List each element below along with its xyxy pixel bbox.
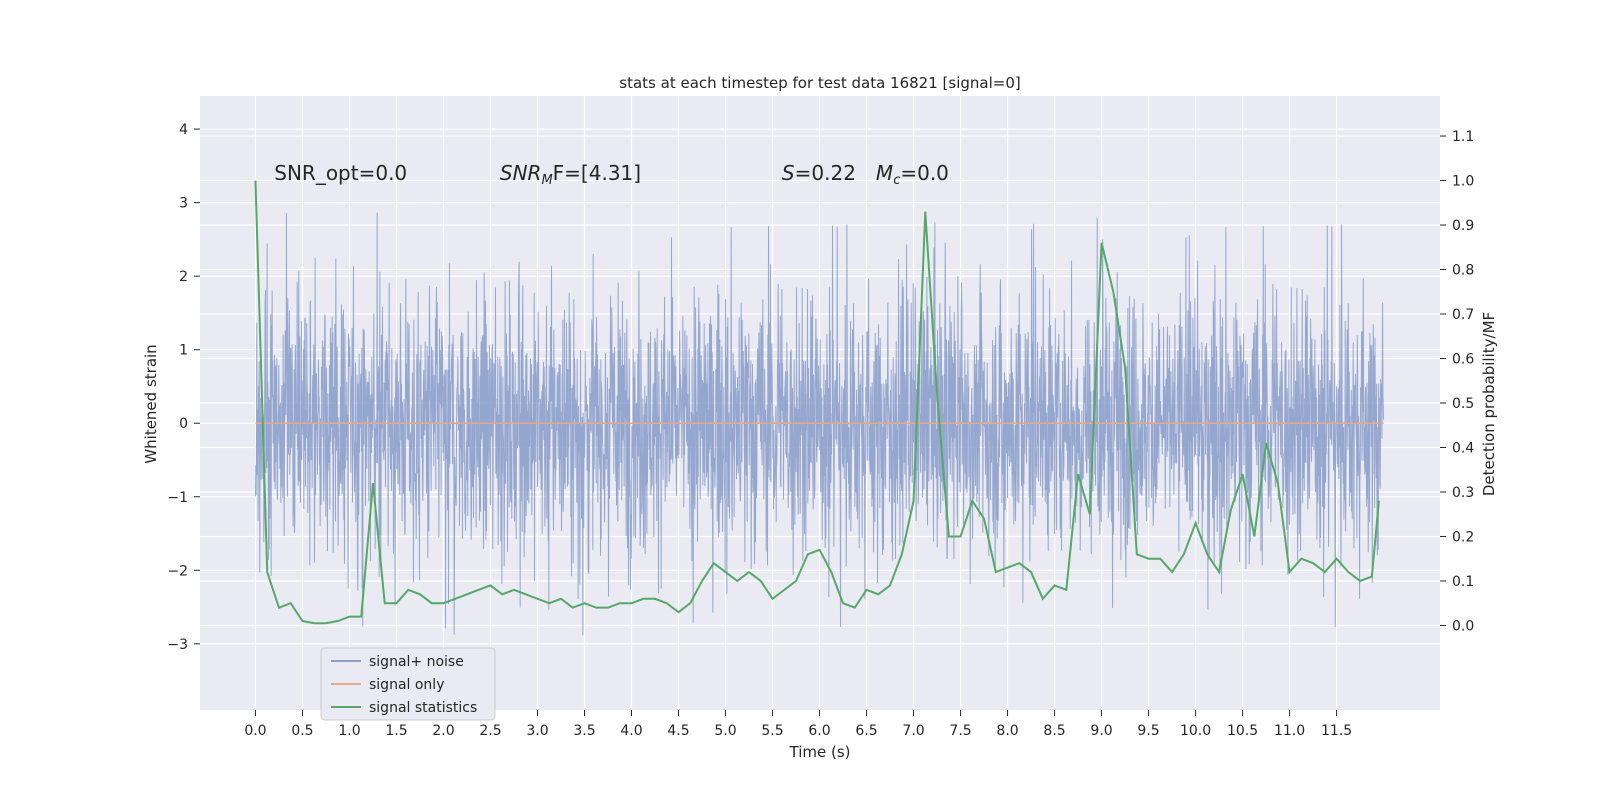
- x-tick-label: 9.0: [1090, 723, 1112, 739]
- x-tick-label: 0.0: [244, 723, 266, 739]
- x-axis-label: Time (s): [789, 743, 851, 761]
- y2-tick-label: 0.5: [1452, 396, 1474, 412]
- annotation-snr_mf: SNRMF=[4.31]: [500, 161, 641, 188]
- x-tick-label: 3.0: [526, 723, 548, 739]
- x-tick-label: 2.0: [432, 723, 454, 739]
- y-tick-label: 3: [179, 196, 188, 212]
- y2-tick-label: 0.0: [1452, 618, 1474, 634]
- y-tick-label: 2: [179, 269, 188, 285]
- y2-tick-label: 0.3: [1452, 485, 1474, 501]
- y2-tick-label: 0.1: [1452, 574, 1474, 590]
- x-tick-label: 3.5: [573, 723, 595, 739]
- y2-tick-label: 0.7: [1452, 307, 1474, 323]
- legend-label-signal-only: signal only: [369, 677, 444, 693]
- y-tick-label: 4: [179, 122, 188, 138]
- signal-statistics-series: [254, 180, 1380, 625]
- x-tick-label: 10.5: [1227, 723, 1258, 739]
- x-tick-label: 6.5: [855, 723, 877, 739]
- x-tick-label: 7.0: [902, 723, 924, 739]
- y2-axis-label: Detection probability/MF: [1480, 312, 1498, 496]
- annotations: SNR_opt=0.0 SNRMF=[4.31] S=0.22 Mc=0.0: [274, 161, 949, 188]
- legend: signal+ noise signal only signal statist…: [320, 647, 496, 721]
- annotation-s_val: S=0.22: [782, 161, 856, 185]
- annotation-mc_val: Mc=0.0: [876, 161, 949, 188]
- x-tick-label: 2.5: [479, 723, 501, 739]
- x-tick-label: 4.0: [620, 723, 642, 739]
- x-tick-label: 11.5: [1321, 723, 1352, 739]
- legend-label-noise: signal+ noise: [369, 654, 464, 670]
- noise-trace: [254, 212, 1385, 635]
- y2-tick-label: 1.0: [1452, 174, 1474, 190]
- x-tick-label: 10.0: [1180, 723, 1211, 739]
- y-tick-label: 1: [179, 343, 188, 359]
- x-tick-label: 0.5: [291, 723, 313, 739]
- y2-tick-label: 0.6: [1452, 352, 1474, 368]
- annotation-snr_opt: SNR_opt=0.0: [274, 161, 407, 185]
- chart-title: stats at each timestep for test data 168…: [619, 74, 1020, 92]
- signal-plus-noise-series: [254, 212, 1385, 635]
- x-tick-label: 4.5: [667, 723, 689, 739]
- y-tick-label: −1: [167, 490, 188, 506]
- x-tick-label: 8.0: [996, 723, 1018, 739]
- x-tick-label: 1.0: [338, 723, 360, 739]
- x-tick-label: 8.5: [1043, 723, 1065, 739]
- grid-lines: [200, 96, 1440, 710]
- y2-tick-label: 0.9: [1452, 218, 1474, 234]
- y2-tick-label: 1.1: [1452, 129, 1474, 145]
- x-tick-label: 7.5: [949, 723, 971, 739]
- y-tick-label: 0: [179, 416, 188, 432]
- x-tick-label: 5.5: [761, 723, 783, 739]
- x-tick-label: 6.0: [808, 723, 830, 739]
- x-tick-label: 11.0: [1274, 723, 1305, 739]
- legend-label-stats: signal statistics: [369, 700, 477, 716]
- y-axis-label: Whitened strain: [142, 344, 160, 463]
- x-tick-label: 1.5: [385, 723, 407, 739]
- legend-box: [320, 647, 496, 721]
- y2-tick-label: 0.8: [1452, 263, 1474, 279]
- x-tick-label: 9.5: [1137, 723, 1159, 739]
- x-tick-label: 5.0: [714, 723, 736, 739]
- y2-tick-label: 0.2: [1452, 529, 1474, 545]
- y2-tick-label: 0.4: [1452, 440, 1474, 456]
- axis-ticks: 0.0 0.5 1.0 1.5 2.0 2.5 3.0 3.5 4.0 4.5 5.0 5.5 6.0 6…: [167, 122, 1474, 739]
- y-tick-label: −3: [167, 637, 188, 653]
- y-tick-label: −2: [167, 563, 188, 579]
